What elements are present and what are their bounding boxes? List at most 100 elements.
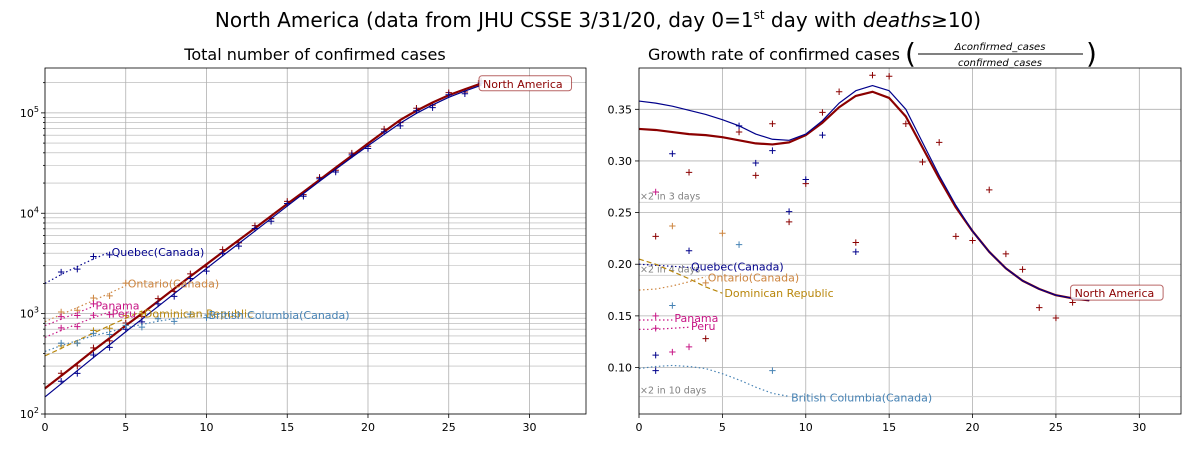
data-point-marker (1036, 304, 1043, 311)
reference-line-label: ×2 in 10 days (640, 386, 706, 397)
x-tick-label: 15 (882, 421, 896, 434)
right-chart-title: Growth rate of confirmed cases (648, 45, 900, 64)
data-point-marker (769, 367, 776, 374)
series-line (638, 263, 690, 268)
data-point-marker (669, 222, 676, 230)
x-tick-label: 5 (719, 421, 726, 434)
data-point-marker (685, 247, 693, 255)
data-point-marker (652, 351, 659, 359)
y-tick-label: 0.20 (608, 258, 633, 271)
data-point-marker (669, 348, 676, 356)
data-point-marker (154, 315, 162, 322)
plot-frame (44, 67, 587, 415)
series-label-box (1070, 284, 1164, 301)
series-line (638, 276, 706, 291)
data-point-marker (57, 268, 65, 276)
data-point-marker (685, 169, 693, 176)
data-point-marker (785, 208, 793, 215)
data-point-marker (57, 324, 65, 332)
data-point-marker (652, 188, 659, 196)
data-point-marker (57, 370, 65, 377)
right-title-fraction: ( Δconfirmed_cases confirmed_cases ) (905, 37, 1097, 70)
data-point-marker (652, 325, 659, 332)
data-point-marker (769, 120, 776, 127)
data-point-marker (187, 275, 194, 282)
data-point-marker (445, 91, 452, 98)
data-point-marker (170, 318, 178, 325)
y-tick-label: 0.30 (608, 155, 633, 168)
y-tick-label: 0.10 (608, 362, 633, 375)
data-point-marker (752, 159, 759, 167)
x-tick-label: 25 (442, 421, 456, 434)
data-point-marker (57, 313, 65, 320)
x-tick-label: 0 (42, 421, 49, 434)
series-label: Quebec(Canada) (691, 260, 784, 273)
grid-lines (44, 68, 586, 415)
data-point-marker (652, 367, 659, 374)
y-tick-label: 0.25 (608, 207, 633, 220)
data-point-marker (702, 279, 709, 287)
data-point-marker (380, 128, 388, 136)
series-line (44, 305, 94, 327)
data-point-marker (785, 218, 793, 226)
data-point-marker (885, 73, 893, 80)
data-point-marker (106, 331, 113, 338)
data-point-marker (90, 300, 97, 308)
data-point-marker (952, 233, 960, 240)
data-point-marker (122, 279, 129, 287)
reference-line-label: ×2 in 3 days (640, 191, 700, 202)
data-point-marker (106, 251, 113, 259)
data-point-marker (397, 122, 404, 130)
series-line (638, 84, 1090, 301)
series-label: Peru (112, 308, 137, 321)
data-point-marker (702, 335, 709, 342)
data-point-marker (267, 218, 275, 225)
data-point-marker (284, 200, 291, 207)
data-point-marker (1052, 314, 1060, 322)
y-tick-label: 0.35 (608, 103, 633, 116)
data-point-marker (138, 310, 146, 317)
data-point-marker (90, 311, 97, 319)
data-point-marker (74, 265, 81, 273)
data-point-marker (122, 322, 129, 329)
suptitle-mid: day with (765, 8, 863, 32)
data-point-marker (835, 88, 843, 95)
x-tick-label: 5 (122, 421, 129, 434)
series-line (638, 364, 790, 398)
data-point-marker (852, 248, 859, 256)
data-point-marker (669, 302, 676, 309)
plot-frame (638, 67, 1182, 415)
data-point-marker (90, 351, 97, 359)
suptitle-text: North America (data from JHU CSSE 3/31/2… (215, 8, 754, 32)
right-title-denominator: confirmed_cases (958, 58, 1042, 69)
y-tick-label: 0.15 (608, 310, 633, 323)
left-chart-panel: Total number of confirmed cases 0 5 10 15 20… (20, 45, 587, 434)
data-point-marker (685, 343, 693, 351)
data-point-marker (652, 233, 659, 240)
data-point-marker (652, 312, 659, 320)
series-label: North America (1075, 287, 1155, 300)
series-label: Ontario(Canada) (708, 272, 799, 285)
data-point-marker (106, 292, 113, 300)
series-line (44, 285, 127, 323)
data-point-marker (106, 311, 113, 318)
right-title-open-paren: ( (905, 37, 916, 70)
data-point-marker (57, 339, 65, 347)
data-point-marker (429, 104, 436, 111)
right-title-numerator: Δconfirmed_cases (954, 42, 1046, 53)
series-line (639, 326, 690, 330)
y-tick-label: 104 (20, 205, 39, 220)
grid-lines (638, 68, 1181, 414)
data-point-marker (1002, 250, 1010, 258)
y-tick-label: 105 (20, 105, 39, 120)
data-point-marker (90, 253, 97, 260)
data-point-marker (106, 344, 113, 351)
data-point-marker (802, 176, 809, 183)
data-point-marker (719, 230, 726, 237)
data-point-marker (1019, 266, 1026, 273)
data-point-marker (902, 120, 910, 127)
x-tick-label: 20 (361, 421, 375, 434)
series-label: Panama (674, 312, 718, 325)
x-tick-label: 15 (280, 421, 294, 434)
data-point-marker (122, 312, 129, 319)
